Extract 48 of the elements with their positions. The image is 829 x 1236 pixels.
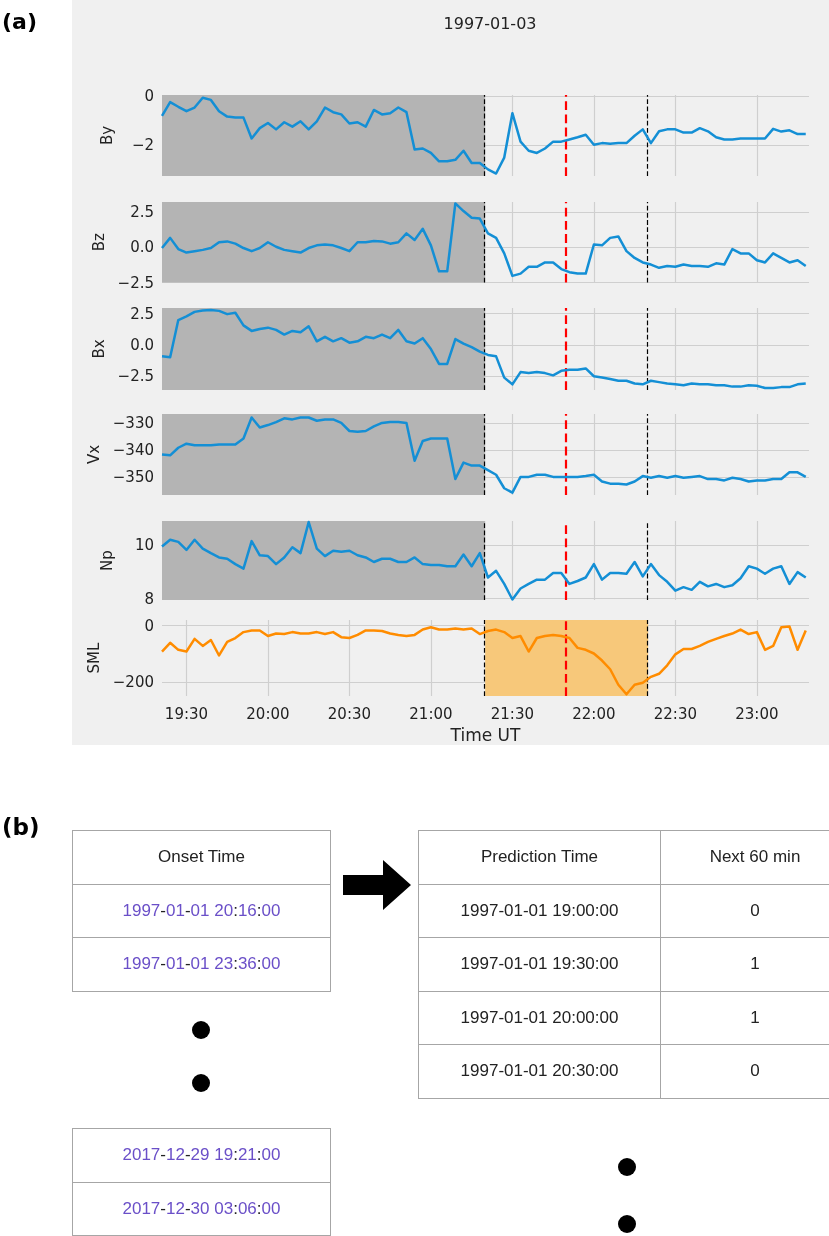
y-tick-label: 0.0 xyxy=(130,335,154,354)
y-tick-label: −2.5 xyxy=(117,367,154,386)
y-tick-label: −340 xyxy=(112,440,154,459)
y-axis-title: Np xyxy=(97,550,116,571)
text: (a) xyxy=(2,8,37,34)
text: 1997-01-01 19:00:00 xyxy=(460,900,619,921)
y-tick-label: 10 xyxy=(134,536,154,555)
y-axis-title: SML xyxy=(85,641,104,674)
text: (b) xyxy=(2,814,40,840)
y-tick-label: 2.5 xyxy=(130,304,154,323)
text: 1997-01-01 20:30:00 xyxy=(460,1061,619,1082)
y-tick-label: −350 xyxy=(112,467,154,486)
text: 0 xyxy=(750,900,760,921)
text: 1997-01-01 19:30:00 xyxy=(460,954,619,975)
x-tick-label: 20:00 xyxy=(246,704,290,723)
x-tick-label: 22:30 xyxy=(653,704,697,723)
x-tick-label: 21:30 xyxy=(490,704,535,723)
text: 2017-12-29 19:21:00 xyxy=(122,1145,281,1165)
y-tick-label: 2.5 xyxy=(130,202,154,221)
text: Prediction Time xyxy=(480,847,599,868)
y-axis-title: Bz xyxy=(90,233,109,252)
y-tick-label: −330 xyxy=(112,413,154,432)
text: 1997-01-01 23:36:00 xyxy=(122,954,281,974)
y-tick-label: −2 xyxy=(131,136,154,155)
y-axis-title: By xyxy=(97,125,116,146)
y-tick-label: 8 xyxy=(144,589,154,608)
x-tick-label: 23:00 xyxy=(735,704,779,723)
y-axis-title: Vx xyxy=(85,444,104,465)
text: 1997-01-01 20:16:00 xyxy=(122,900,281,920)
y-tick-label: −2.5 xyxy=(117,273,154,292)
text: 1 xyxy=(750,1007,760,1028)
text: Onset Time xyxy=(158,847,245,868)
text: 2017-12-30 03:06:00 xyxy=(122,1198,281,1218)
y-tick-label: −200 xyxy=(112,672,154,691)
x-tick-label: 21:00 xyxy=(409,704,453,723)
y-axis-title: Bx xyxy=(90,339,109,359)
y-tick-label: 0 xyxy=(144,616,154,635)
y-tick-label: 0 xyxy=(144,87,154,106)
x-axis-title: Time UT xyxy=(449,724,522,745)
chart-title: 1997-01-03 xyxy=(443,13,537,33)
text: 1997-01-01 20:00:00 xyxy=(460,1007,619,1028)
text: 0 xyxy=(750,1061,760,1082)
x-tick-label: 22:00 xyxy=(572,704,616,723)
text: 1 xyxy=(750,954,760,975)
x-tick-label: 20:30 xyxy=(327,704,372,723)
text: Next 60 min xyxy=(709,847,801,868)
x-tick-label: 19:30 xyxy=(164,704,209,723)
y-tick-label: 0.0 xyxy=(130,238,154,257)
